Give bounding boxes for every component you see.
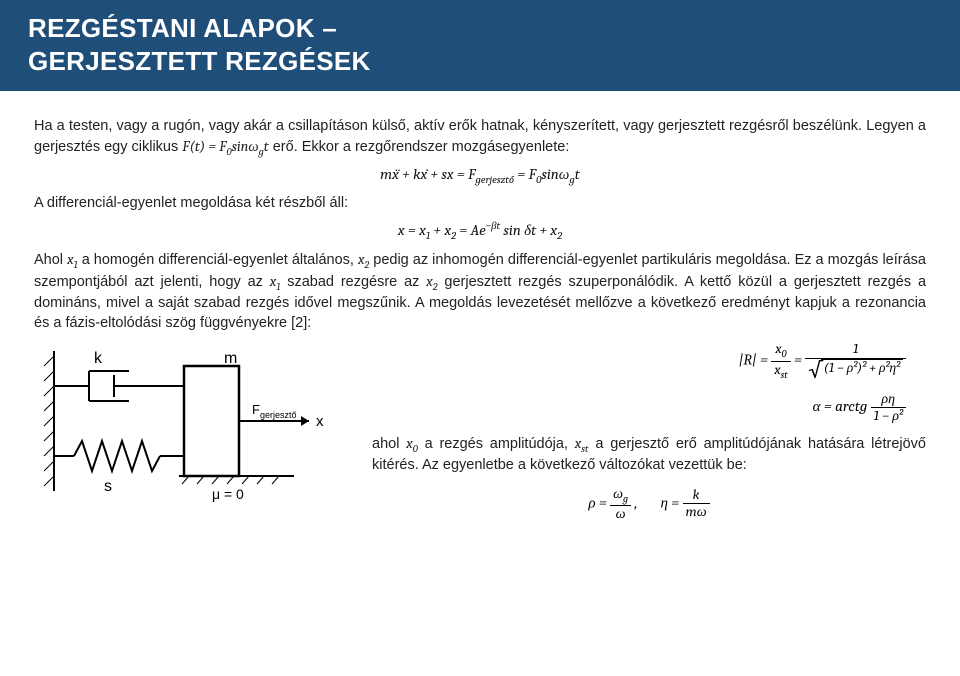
diagram-svg: k s m: [34, 341, 354, 511]
exp-a: Ahol: [34, 252, 67, 268]
svg-text:μ = 0: μ = 0: [212, 486, 244, 502]
definitions-equation: ρ = ωg ω , η = k mω: [372, 486, 926, 522]
intro-text-2: erő. Ekkor a rezgőrendszer mozgásegyenle…: [269, 139, 570, 155]
title-line-1: REZGÉSTANI ALAPOK –: [28, 13, 337, 43]
exp-g: függvényekre [2]:: [196, 315, 311, 331]
frac-eta: k mω: [683, 487, 710, 520]
exp-d: szabad rezgésre az: [280, 274, 426, 290]
exp-x2b: x2: [426, 273, 437, 290]
exp-b: a homogén differenciál-egyenlet általáno…: [78, 252, 358, 268]
svg-text:F: F: [252, 402, 260, 417]
mass-spring-damper-diagram: k s m: [34, 341, 354, 511]
frac-alpha: ρη 1 − ρ²: [871, 391, 906, 424]
var-x0: x0: [406, 435, 418, 452]
frac-resonance: 1 √(1 − ρ²)² + ρ²η²: [805, 341, 906, 380]
var-b: a rezgés amplitúdója,: [418, 436, 575, 452]
solution-intro: A differenciál-egyenlet megoldása két ré…: [34, 194, 926, 214]
var-a: ahol: [372, 436, 406, 452]
svg-text:s: s: [104, 478, 112, 495]
inline-eq-force: F(t) = F0sinωgt: [182, 138, 268, 155]
phase-equation: α = arctg ρη 1 − ρ²: [372, 391, 926, 424]
svg-text:k: k: [94, 350, 103, 367]
slide-body: Ha a testen, vagy a rugón, vagy akár a c…: [0, 91, 960, 532]
lower-row: k s m: [34, 341, 926, 522]
exp-phase: fázis-eltolódási szög: [65, 315, 196, 331]
title-line-2: GERJESZTETT REZGÉSEK: [28, 46, 371, 76]
svg-text:m: m: [224, 350, 237, 367]
equations-column: |R| = x0 xst = 1 √(1 − ρ²)² + ρ²η² α = a…: [372, 341, 926, 522]
intro-paragraph: Ha a testen, vagy a rugón, vagy akár a c…: [34, 117, 926, 159]
frac-rho: ωg ω: [610, 486, 631, 522]
slide-title: REZGÉSTANI ALAPOK – GERJESZTETT REZGÉSEK: [28, 12, 932, 77]
variables-paragraph: ahol x0 a rezgés amplitúdója, xst a gerj…: [372, 434, 926, 476]
motion-equation: mẍ + kẋ + sx = Fgerjesztő = F0sinωgt: [34, 165, 926, 186]
frac-x0-xst: x0 xst: [771, 341, 790, 381]
exp-f: és a: [34, 315, 65, 331]
exp-x1b: x1: [270, 273, 281, 290]
svg-text:x: x: [316, 413, 324, 430]
resonance-equation: |R| = x0 xst = 1 √(1 − ρ²)² + ρ²η²: [372, 341, 926, 381]
slide-header: REZGÉSTANI ALAPOK – GERJESZTETT REZGÉSEK: [0, 0, 960, 91]
exp-x1: x1: [67, 251, 78, 268]
exp-x2: x2: [358, 251, 369, 268]
exp-resonance: rezonancia: [855, 295, 926, 311]
var-xst: xst: [575, 435, 589, 452]
explanation-paragraph: Ahol x1 a homogén differenciál-egyenlet …: [34, 250, 926, 333]
svg-text:gerjesztő: gerjesztő: [260, 410, 297, 420]
solution-equation: x = x1 + x2 = Ae−βt sin δt + x2: [34, 219, 926, 242]
diagram-column: k s m: [34, 341, 354, 522]
